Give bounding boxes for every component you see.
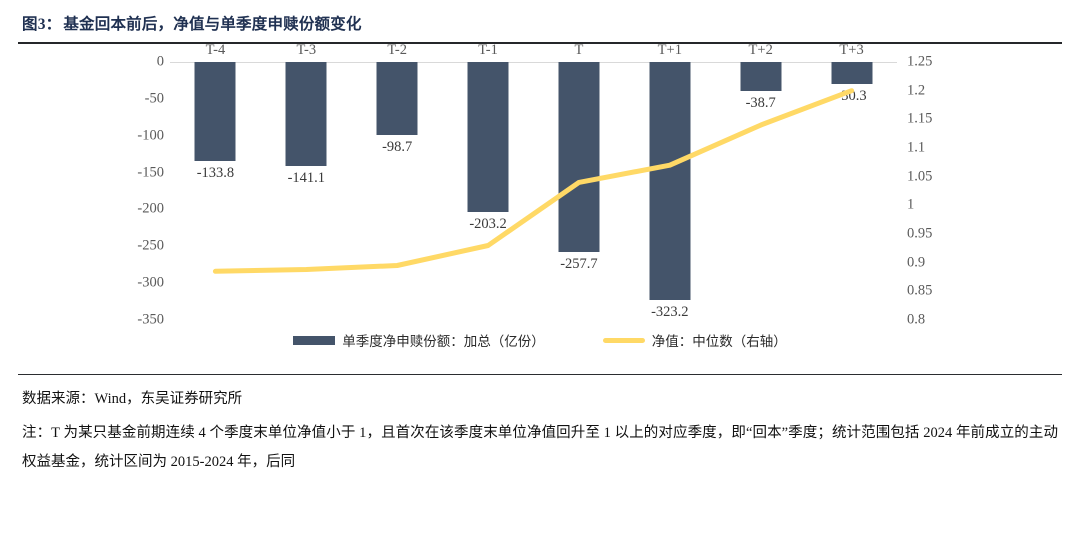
bar-value-label: -203.2 bbox=[469, 215, 507, 232]
y-axis-right-tick-5: 1 bbox=[907, 196, 915, 213]
bar[interactable] bbox=[194, 62, 236, 161]
bar[interactable] bbox=[831, 62, 873, 85]
x-axis-label-5: T+1 bbox=[657, 42, 682, 58]
y-axis-right-tick-8: 0.85 bbox=[907, 282, 933, 299]
y-axis-right-tick-6: 0.95 bbox=[907, 225, 933, 242]
y-axis-left-tick-6: -300 bbox=[137, 274, 164, 291]
bar-cell: -323.2 bbox=[624, 62, 715, 320]
y-axis-left-tick-2: -100 bbox=[137, 127, 164, 144]
figure-title: 图3： 基金回本前后，净值与单季度申赎份额变化 bbox=[18, 0, 1062, 42]
bar-value-label: -133.8 bbox=[196, 164, 235, 181]
y-axis-right: 1.25 1.2 1.15 1.1 1.05 1 0.95 0.9 0.85 0.8 bbox=[907, 54, 967, 328]
y-axis-left-tick-3: -150 bbox=[137, 164, 164, 181]
y-axis-left: 0 -50 -100 -150 -200 -250 -300 -350 bbox=[104, 54, 164, 328]
bar-value-label: -98.7 bbox=[382, 138, 413, 155]
y-axis-right-tick-9: 0.8 bbox=[907, 311, 926, 328]
notes-divider-top bbox=[18, 374, 1062, 375]
bar-cell: -98.7 bbox=[352, 62, 443, 320]
figure-number: 图3： bbox=[22, 16, 62, 33]
title-divider bbox=[18, 42, 1062, 44]
bar-value-label: -257.7 bbox=[560, 255, 598, 272]
y-axis-left-tick-0: 0 bbox=[156, 53, 164, 70]
x-axis-label-0: T-4 bbox=[205, 42, 226, 58]
notes-block: 数据来源：Wind，东吴证券研究所 注：T 为某只基金前期连续 4 个季度末单位… bbox=[18, 375, 1062, 478]
legend-line-swatch bbox=[602, 337, 645, 343]
chart-area: T-4 T-3 T-2 T-1 T T+1 T+2 T+3 0 -50 -100 -150 -200-… bbox=[18, 42, 1062, 374]
x-axis-category-labels: T-4 T-3 T-2 T-1 T T+1 T+2 T+3 bbox=[170, 42, 897, 62]
bar-value-label: -323.2 bbox=[651, 304, 689, 321]
bar-cell: -203.2 bbox=[443, 62, 534, 320]
legend-item-bar: 单季度净申赎份额：加总（亿份） bbox=[293, 330, 545, 350]
y-axis-right-tick-4: 1.05 bbox=[907, 168, 933, 185]
bar-series: -133.8 -141.1 -98.7 -203.2 -257.7 -323.2 -38.7… bbox=[170, 62, 897, 320]
y-axis-left-tick-4: -200 bbox=[137, 200, 164, 217]
y-axis-right-tick-3: 1.1 bbox=[907, 139, 926, 156]
y-axis-left-tick-5: -250 bbox=[137, 237, 164, 254]
x-axis-label-2: T-2 bbox=[387, 42, 407, 58]
definition-note: 注：T 为某只基金前期连续 4 个季度末单位净值小于 1，且首次在该季度末单位净… bbox=[22, 424, 1058, 471]
plot-region: -133.8 -141.1 -98.7 -203.2 -257.7 -323.2 -38.7… bbox=[170, 62, 897, 320]
y-axis-left-tick-7: -350 bbox=[137, 311, 164, 328]
x-axis-label-3: T-1 bbox=[478, 42, 498, 58]
chart-legend: 单季度净申赎份额：加总（亿份） 净值：中位数（右轴） bbox=[18, 330, 1062, 350]
y-axis-left-tick-1: -50 bbox=[144, 90, 164, 107]
bar-cell: -133.8 bbox=[170, 62, 261, 320]
x-axis-label-4: T bbox=[574, 42, 584, 58]
y-axis-right-tick-7: 0.9 bbox=[907, 254, 926, 271]
bar-cell: -141.1 bbox=[261, 62, 352, 320]
legend-line-label: 净值：中位数（右轴） bbox=[651, 334, 787, 349]
bar-value-label: -141.1 bbox=[287, 170, 326, 186]
data-source-note: 数据来源：Wind，东吴证券研究所 bbox=[22, 391, 243, 407]
net-value-line[interactable] bbox=[212, 88, 855, 274]
y-axis-right-tick-2: 1.15 bbox=[907, 110, 933, 127]
bar[interactable] bbox=[467, 62, 509, 212]
bar[interactable] bbox=[740, 62, 782, 91]
x-axis-label-6: T+2 bbox=[748, 42, 773, 58]
legend-bar-swatch bbox=[293, 335, 336, 345]
legend-item-line: 净值：中位数（右轴） bbox=[602, 330, 787, 350]
x-axis-label-1: T-3 bbox=[296, 42, 317, 58]
bar-cell: -38.7 bbox=[715, 62, 806, 320]
x-axis-label-7: T+3 bbox=[839, 42, 864, 58]
bar[interactable] bbox=[285, 62, 327, 166]
line-series bbox=[212, 88, 855, 274]
y-axis-right-tick-1: 1.2 bbox=[907, 82, 926, 99]
bar[interactable] bbox=[376, 62, 418, 135]
figure-title-text: 基金回本前后，净值与单季度申赎份额变化 bbox=[63, 16, 362, 33]
y-axis-right-tick-0: 1.25 bbox=[907, 53, 933, 70]
zero-gridline bbox=[170, 62, 897, 63]
legend-bar-label: 单季度净申赎份额：加总（亿份） bbox=[342, 334, 545, 349]
bar[interactable] bbox=[649, 62, 691, 301]
bar-value-label: -38.7 bbox=[745, 94, 776, 111]
bar-cell: -257.7 bbox=[534, 62, 625, 320]
bar[interactable] bbox=[558, 62, 600, 252]
